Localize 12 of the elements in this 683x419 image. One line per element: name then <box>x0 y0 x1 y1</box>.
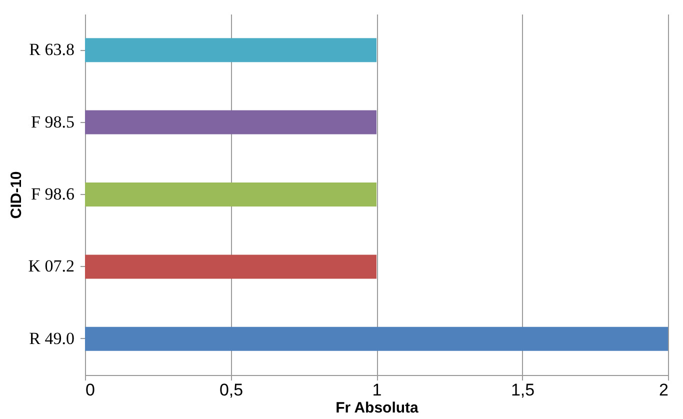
x-tick-label: 1,5 <box>510 380 535 400</box>
y-tick-label: K 07.2 <box>28 256 74 276</box>
y-axis-title: CID-10 <box>8 171 26 219</box>
y-tick-label: R 63.8 <box>29 40 74 60</box>
y-tick-label: R 49.0 <box>29 328 74 348</box>
x-axis-title: Fr Absoluta <box>336 400 420 416</box>
y-tick-label: F 98.6 <box>31 184 74 204</box>
x-tick-label: 0 <box>86 380 95 400</box>
x-tick-label: 2 <box>659 380 668 400</box>
x-tick-label: 1 <box>372 380 382 400</box>
y-tick-label: F 98.5 <box>31 112 74 132</box>
x-tick-label: 0,5 <box>219 380 244 400</box>
